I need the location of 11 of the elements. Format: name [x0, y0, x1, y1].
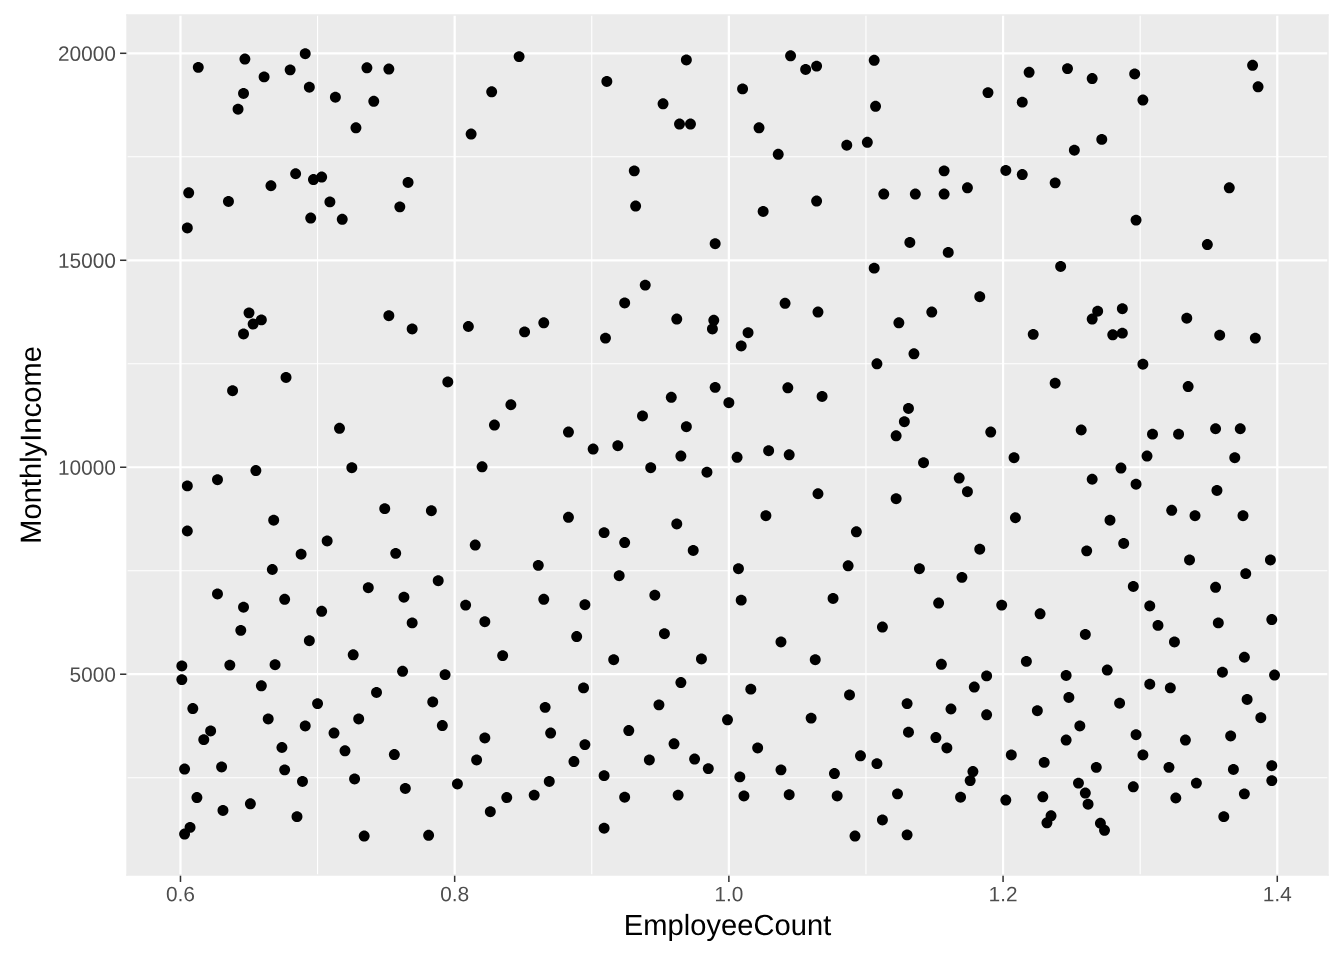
y-tick-label: 20000 — [59, 46, 116, 62]
y-tick-label: 10000 — [59, 460, 116, 475]
x-tick-label: 0.8 — [441, 886, 469, 902]
x-tick-label: 1.2 — [990, 886, 1017, 902]
y-tick-label: 5000 — [70, 667, 116, 682]
x-tick-label: 1.0 — [715, 886, 743, 902]
x-axis-title: EmployeeCount — [626, 913, 832, 942]
x-tick-label: 1.4 — [1264, 886, 1292, 902]
x-tick-label: 0.6 — [166, 886, 195, 902]
y-tick-label: 15000 — [59, 253, 116, 269]
y-axis-title: MonthlyIncome — [19, 347, 47, 542]
